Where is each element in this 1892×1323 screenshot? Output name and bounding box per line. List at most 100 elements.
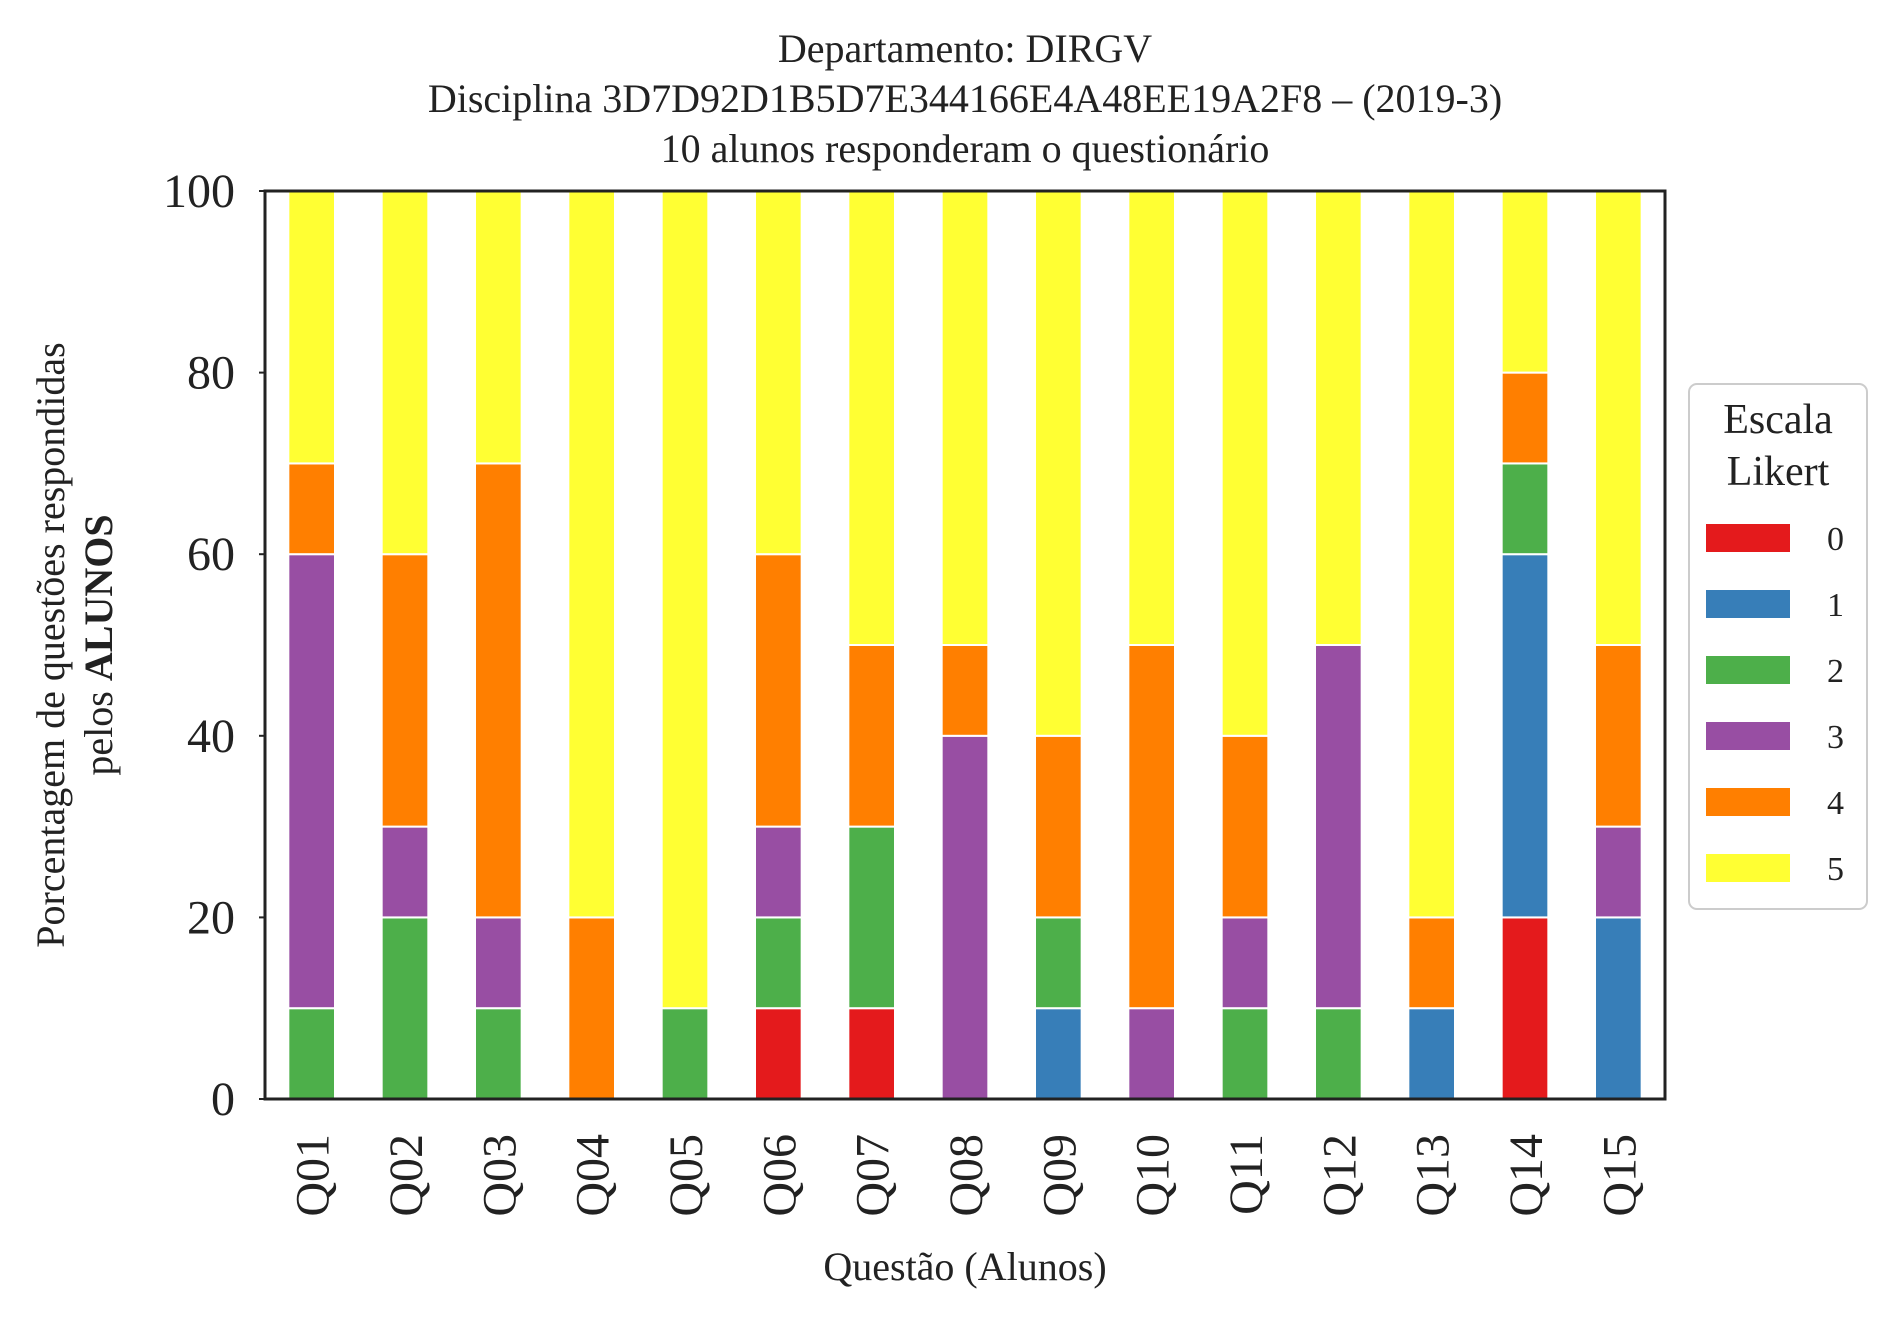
- legend-swatch-0: [1706, 524, 1790, 552]
- bar-segment-q13-scale-5: [1407, 190, 1457, 919]
- legend-label-3: 3: [1827, 719, 1844, 756]
- bar-segment-q03-scale-5: [474, 190, 523, 465]
- y-tick-label: 80: [187, 347, 235, 400]
- plot-frame: [263, 189, 1667, 1101]
- bar-segment-q01-scale-4: [287, 462, 337, 556]
- bar-segment-q01-scale-3: [287, 553, 337, 1010]
- legend-label-2: 2: [1827, 653, 1844, 690]
- bar-segment-q02-scale-4: [380, 553, 430, 828]
- y-tick-label: 0: [211, 1073, 235, 1126]
- bar-segment-q04-scale-5: [567, 190, 616, 919]
- y-tick-label: 100: [163, 165, 235, 218]
- chart-title: Departamento: DIRGV Disciplina 3D7D92D1B…: [428, 26, 1502, 171]
- x-tick-label-q10: Q10: [1127, 1134, 1180, 1217]
- bar-segment-q11-scale-3: [1220, 916, 1270, 1010]
- bar-segment-q07-scale-2: [847, 825, 896, 1010]
- bar-segment-q08-scale-4: [940, 644, 990, 737]
- x-tick-label-q13: Q13: [1407, 1134, 1460, 1217]
- bar-segment-q06-scale-3: [754, 825, 803, 919]
- legend: Escala Likert 0 1 2 3 4 5: [1688, 383, 1868, 910]
- x-tick-label-q08: Q08: [940, 1134, 993, 1217]
- legend-label-5: 5: [1827, 851, 1844, 888]
- legend-title-line-2: Likert: [1727, 449, 1830, 495]
- title-line-1: Departamento: DIRGV: [778, 26, 1152, 71]
- bar-segment-q03-scale-2: [474, 1007, 523, 1101]
- x-tick-label-q12: Q12: [1313, 1134, 1366, 1217]
- y-axis-label-line-1: Porcentagem de questões respondidas: [28, 342, 73, 947]
- bar-segment-q06-scale-4: [754, 553, 803, 828]
- x-tick-label-q05: Q05: [660, 1134, 713, 1217]
- bar-segment-q03-scale-4: [474, 462, 523, 919]
- y-axis-ticks: 0 20 40 60 80 100: [163, 165, 265, 1126]
- title-line-3: 10 alunos responderam o questionário: [661, 126, 1270, 171]
- x-tick-label-q15: Q15: [1593, 1134, 1646, 1217]
- bars-layer: [287, 190, 1643, 1101]
- bar-segment-q11-scale-5: [1220, 190, 1270, 737]
- bar-segment-q14-scale-0: [1500, 916, 1550, 1101]
- y-axis-label-prefix: pelos: [76, 681, 121, 775]
- bar-segment-q13-scale-1: [1407, 1007, 1457, 1101]
- bar-segment-q11-scale-2: [1220, 1007, 1270, 1101]
- x-tick-label-q06: Q06: [753, 1134, 806, 1217]
- bar-segment-q06-scale-0: [754, 1007, 803, 1101]
- bar-segment-q10-scale-4: [1127, 644, 1177, 1010]
- bar-segment-q08-scale-3: [940, 734, 990, 1100]
- x-tick-label-q09: Q09: [1033, 1134, 1086, 1217]
- bar-segment-q15-scale-3: [1594, 825, 1643, 919]
- bar-segment-q02-scale-3: [380, 825, 430, 919]
- legend-swatch-3: [1706, 722, 1790, 750]
- legend-swatch-4: [1706, 788, 1790, 816]
- y-axis-label: Porcentagem de questões respondidas pelo…: [28, 342, 121, 947]
- y-tick-label: 40: [187, 710, 235, 763]
- bar-segment-q14-scale-5: [1500, 190, 1550, 374]
- bar-segment-q03-scale-3: [474, 916, 523, 1010]
- x-tick-label-q14: Q14: [1500, 1134, 1553, 1217]
- legend-items: 0 1 2 3 4 5: [1706, 521, 1844, 888]
- bar-segment-q10-scale-3: [1127, 1007, 1177, 1101]
- bar-segment-q06-scale-2: [754, 916, 803, 1010]
- bar-segment-q09-scale-4: [1034, 734, 1083, 919]
- bar-segment-q14-scale-2: [1500, 462, 1550, 556]
- bar-segment-q13-scale-4: [1407, 916, 1457, 1010]
- bar-segment-q02-scale-5: [380, 190, 430, 556]
- x-tick-label-q02: Q02: [380, 1134, 433, 1217]
- y-tick-label: 60: [187, 528, 235, 581]
- bar-segment-q11-scale-4: [1220, 734, 1270, 919]
- bar-segment-q04-scale-4: [567, 916, 616, 1101]
- bar-segment-q07-scale-5: [847, 190, 896, 646]
- bar-segment-q01-scale-5: [287, 190, 337, 465]
- bar-segment-q14-scale-4: [1500, 371, 1550, 465]
- bar-segment-q09-scale-1: [1034, 1007, 1083, 1101]
- bar-segment-q07-scale-4: [847, 644, 896, 828]
- bar-segment-q02-scale-2: [380, 916, 430, 1101]
- bar-segment-q12-scale-3: [1314, 644, 1363, 1010]
- bar-segment-q05-scale-5: [660, 190, 710, 1010]
- x-tick-label-q04: Q04: [567, 1134, 620, 1217]
- x-axis-label: Questão (Alunos): [823, 1244, 1106, 1289]
- x-tick-label-q01: Q01: [287, 1134, 340, 1217]
- bar-segment-q01-scale-2: [287, 1007, 337, 1101]
- bar-segment-q14-scale-1: [1500, 553, 1550, 919]
- bar-segment-q06-scale-5: [754, 190, 803, 556]
- legend-swatch-1: [1706, 590, 1790, 618]
- x-tick-label-q03: Q03: [473, 1134, 526, 1217]
- legend-swatch-5: [1706, 854, 1790, 882]
- legend-swatch-2: [1706, 656, 1790, 684]
- bar-segment-q15-scale-4: [1594, 644, 1643, 828]
- bar-segment-q07-scale-0: [847, 1007, 896, 1101]
- bar-segment-q09-scale-2: [1034, 916, 1083, 1010]
- y-tick-label: 20: [187, 891, 235, 944]
- bar-segment-q15-scale-1: [1594, 916, 1643, 1101]
- legend-label-0: 0: [1827, 521, 1844, 558]
- bar-segment-q08-scale-5: [940, 190, 990, 646]
- legend-label-1: 1: [1827, 587, 1844, 624]
- bar-segment-q12-scale-5: [1314, 190, 1363, 646]
- bar-segment-q10-scale-5: [1127, 190, 1177, 646]
- x-tick-label-q11: Q11: [1220, 1134, 1273, 1215]
- legend-title-line-1: Escala: [1723, 397, 1833, 443]
- bar-segment-q12-scale-2: [1314, 1007, 1363, 1101]
- bar-segment-q09-scale-5: [1034, 190, 1083, 737]
- bar-segment-q05-scale-2: [660, 1007, 710, 1101]
- x-tick-label-q07: Q07: [847, 1134, 900, 1217]
